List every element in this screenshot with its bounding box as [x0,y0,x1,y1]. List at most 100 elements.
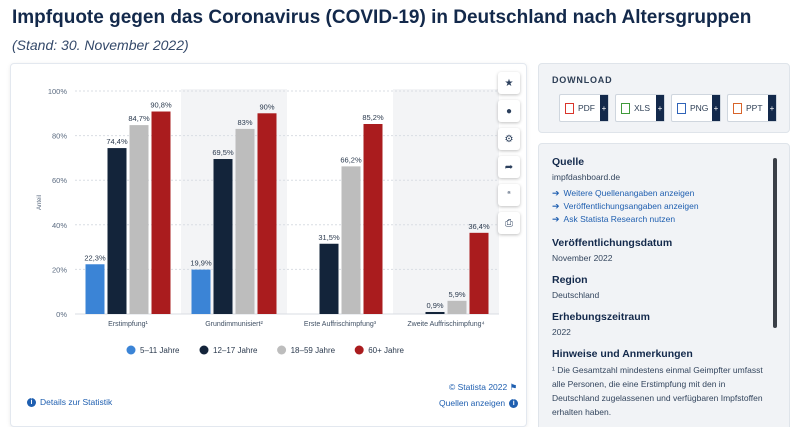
publication-info-link[interactable]: ➔ Veröffentlichungsangaben anzeigen [552,200,774,213]
chart-toolbar: ★ ● ⚙ ➦ “ ⎙ [498,72,520,240]
data-label: 83% [237,118,252,127]
published-value: November 2022 [552,253,613,263]
data-label: 66,2% [340,155,362,164]
arrow-right-icon: ➔ [552,188,560,198]
bar [191,269,211,314]
page-title: Impfquote gegen das Coronavirus (COVID-1… [12,7,752,28]
bar [129,125,149,314]
publication-info-label: Veröffentlichungsangaben anzeigen [563,201,699,211]
data-label: 19,9% [190,259,212,268]
download-ppt-label: PPT [746,103,763,113]
legend-label: 5–11 Jahre [140,346,180,355]
sources-link[interactable]: Quellen anzeigen i [439,398,519,408]
bar [107,148,127,314]
copyright-label: © Statista 2022 [449,382,508,392]
y-tick-label: 100% [48,87,68,96]
bar [341,166,361,314]
ask-research-link[interactable]: ➔ Ask Statista Research nutzen [552,213,774,226]
chart-card: 0% 20% 40% 60% 80% 100% Anteil 22,3% 74,4% 84,7% 9… [10,63,527,427]
download-pdf-button[interactable]: PDF + [559,94,609,122]
bar [213,159,233,314]
bar [447,300,467,314]
bar [85,264,105,314]
plus-icon: + [600,95,608,121]
download-png-button[interactable]: PNG + [671,94,721,122]
data-label: 22,3% [84,253,106,262]
legend-label: 18–59 Jahre [291,346,336,355]
download-xls-label: XLS [634,103,651,113]
data-label: 90,8% [150,101,172,110]
x-tick-label: Grundimmunisiert² [205,321,263,328]
share-icon[interactable]: ➦ [498,156,520,178]
download-title: DOWNLOAD [552,75,613,85]
bar [257,113,277,314]
page-subtitle: (Stand: 30. November 2022) [12,37,189,53]
info-icon: i [509,398,519,408]
data-label: 85,2% [362,113,384,122]
bar [151,111,171,315]
data-label: 74,4% [106,137,128,146]
x-tick-label: Zweite Auffrischimpfung⁴ [407,321,484,328]
data-label: 5,9% [448,290,465,299]
copyright-link[interactable]: © Statista 2022 ⚑ [449,382,517,393]
quote-icon[interactable]: “ [498,184,520,206]
y-tick-label: 60% [52,176,67,185]
info-icon: i [27,397,36,407]
bar [363,124,383,314]
bell-icon[interactable]: ● [498,100,520,122]
download-ppt-button[interactable]: PPT + [727,94,777,122]
details-link-label: Details zur Statistik [40,397,113,407]
pdf-file-icon [565,102,574,114]
y-tick-label: 40% [52,221,67,230]
ask-research-label: Ask Statista Research nutzen [563,214,676,224]
download-panel: DOWNLOAD PDF + XLS + PNG + PPT + [538,63,790,133]
y-tick-label: 80% [52,132,67,141]
y-tick-label: 0% [56,310,67,319]
x-tick-label: Erstimpfung¹ [108,321,148,328]
period-heading: Erhebungszeitraum [552,311,651,323]
sources-link-label: Quellen anzeigen [439,398,506,408]
plus-icon: + [712,95,720,121]
gear-icon[interactable]: ⚙ [498,128,520,150]
arrow-right-icon: ➔ [552,201,560,211]
data-label: 31,5% [318,233,340,242]
region-heading: Region [552,274,588,286]
data-label: 90% [259,102,274,111]
published-heading: Veröffentlichungsdatum [552,237,673,249]
print-icon[interactable]: ⎙ [498,212,520,234]
info-panel: Quelle impfdashboard.de ➔ Weitere Quellen… [538,143,790,427]
region-value: Deutschland [552,290,600,300]
more-sources-label: Weitere Quellenangaben anzeigen [563,188,695,198]
info-scrollbar[interactable] [773,158,777,328]
download-xls-button[interactable]: XLS + [615,94,665,122]
xls-file-icon [621,102,630,114]
details-link[interactable]: i Details zur Statistik [27,397,112,407]
bar [469,232,489,314]
download-pdf-label: PDF [578,103,595,113]
x-tick-label: Erste Auffrischimpfung³ [304,321,377,328]
data-label: 0,9% [426,301,443,310]
legend-label: 60+ Jahre [368,346,404,355]
notes-heading: Hinweise und Anmerkungen [552,348,693,360]
bar [425,311,445,314]
download-png-label: PNG [690,103,709,113]
y-axis-label: Anteil [37,195,43,210]
bar [319,243,339,314]
source-value: impfdashboard.de [552,172,621,182]
plus-icon: + [768,95,776,121]
data-label: 84,7% [128,114,150,123]
star-icon[interactable]: ★ [498,72,520,94]
source-heading: Quelle [552,156,585,168]
legend-label: 12–17 Jahre [213,346,258,355]
legend-marker [126,345,136,355]
data-label: 69,5% [212,148,234,157]
bar [235,128,255,314]
ppt-file-icon [733,102,742,114]
legend-marker [354,345,364,355]
flag-icon: ⚑ [509,382,518,392]
more-sources-link[interactable]: ➔ Weitere Quellenangaben anzeigen [552,187,774,200]
legend-marker [199,345,209,355]
legend-marker [277,345,287,355]
arrow-right-icon: ➔ [552,214,560,224]
png-file-icon [677,102,686,114]
